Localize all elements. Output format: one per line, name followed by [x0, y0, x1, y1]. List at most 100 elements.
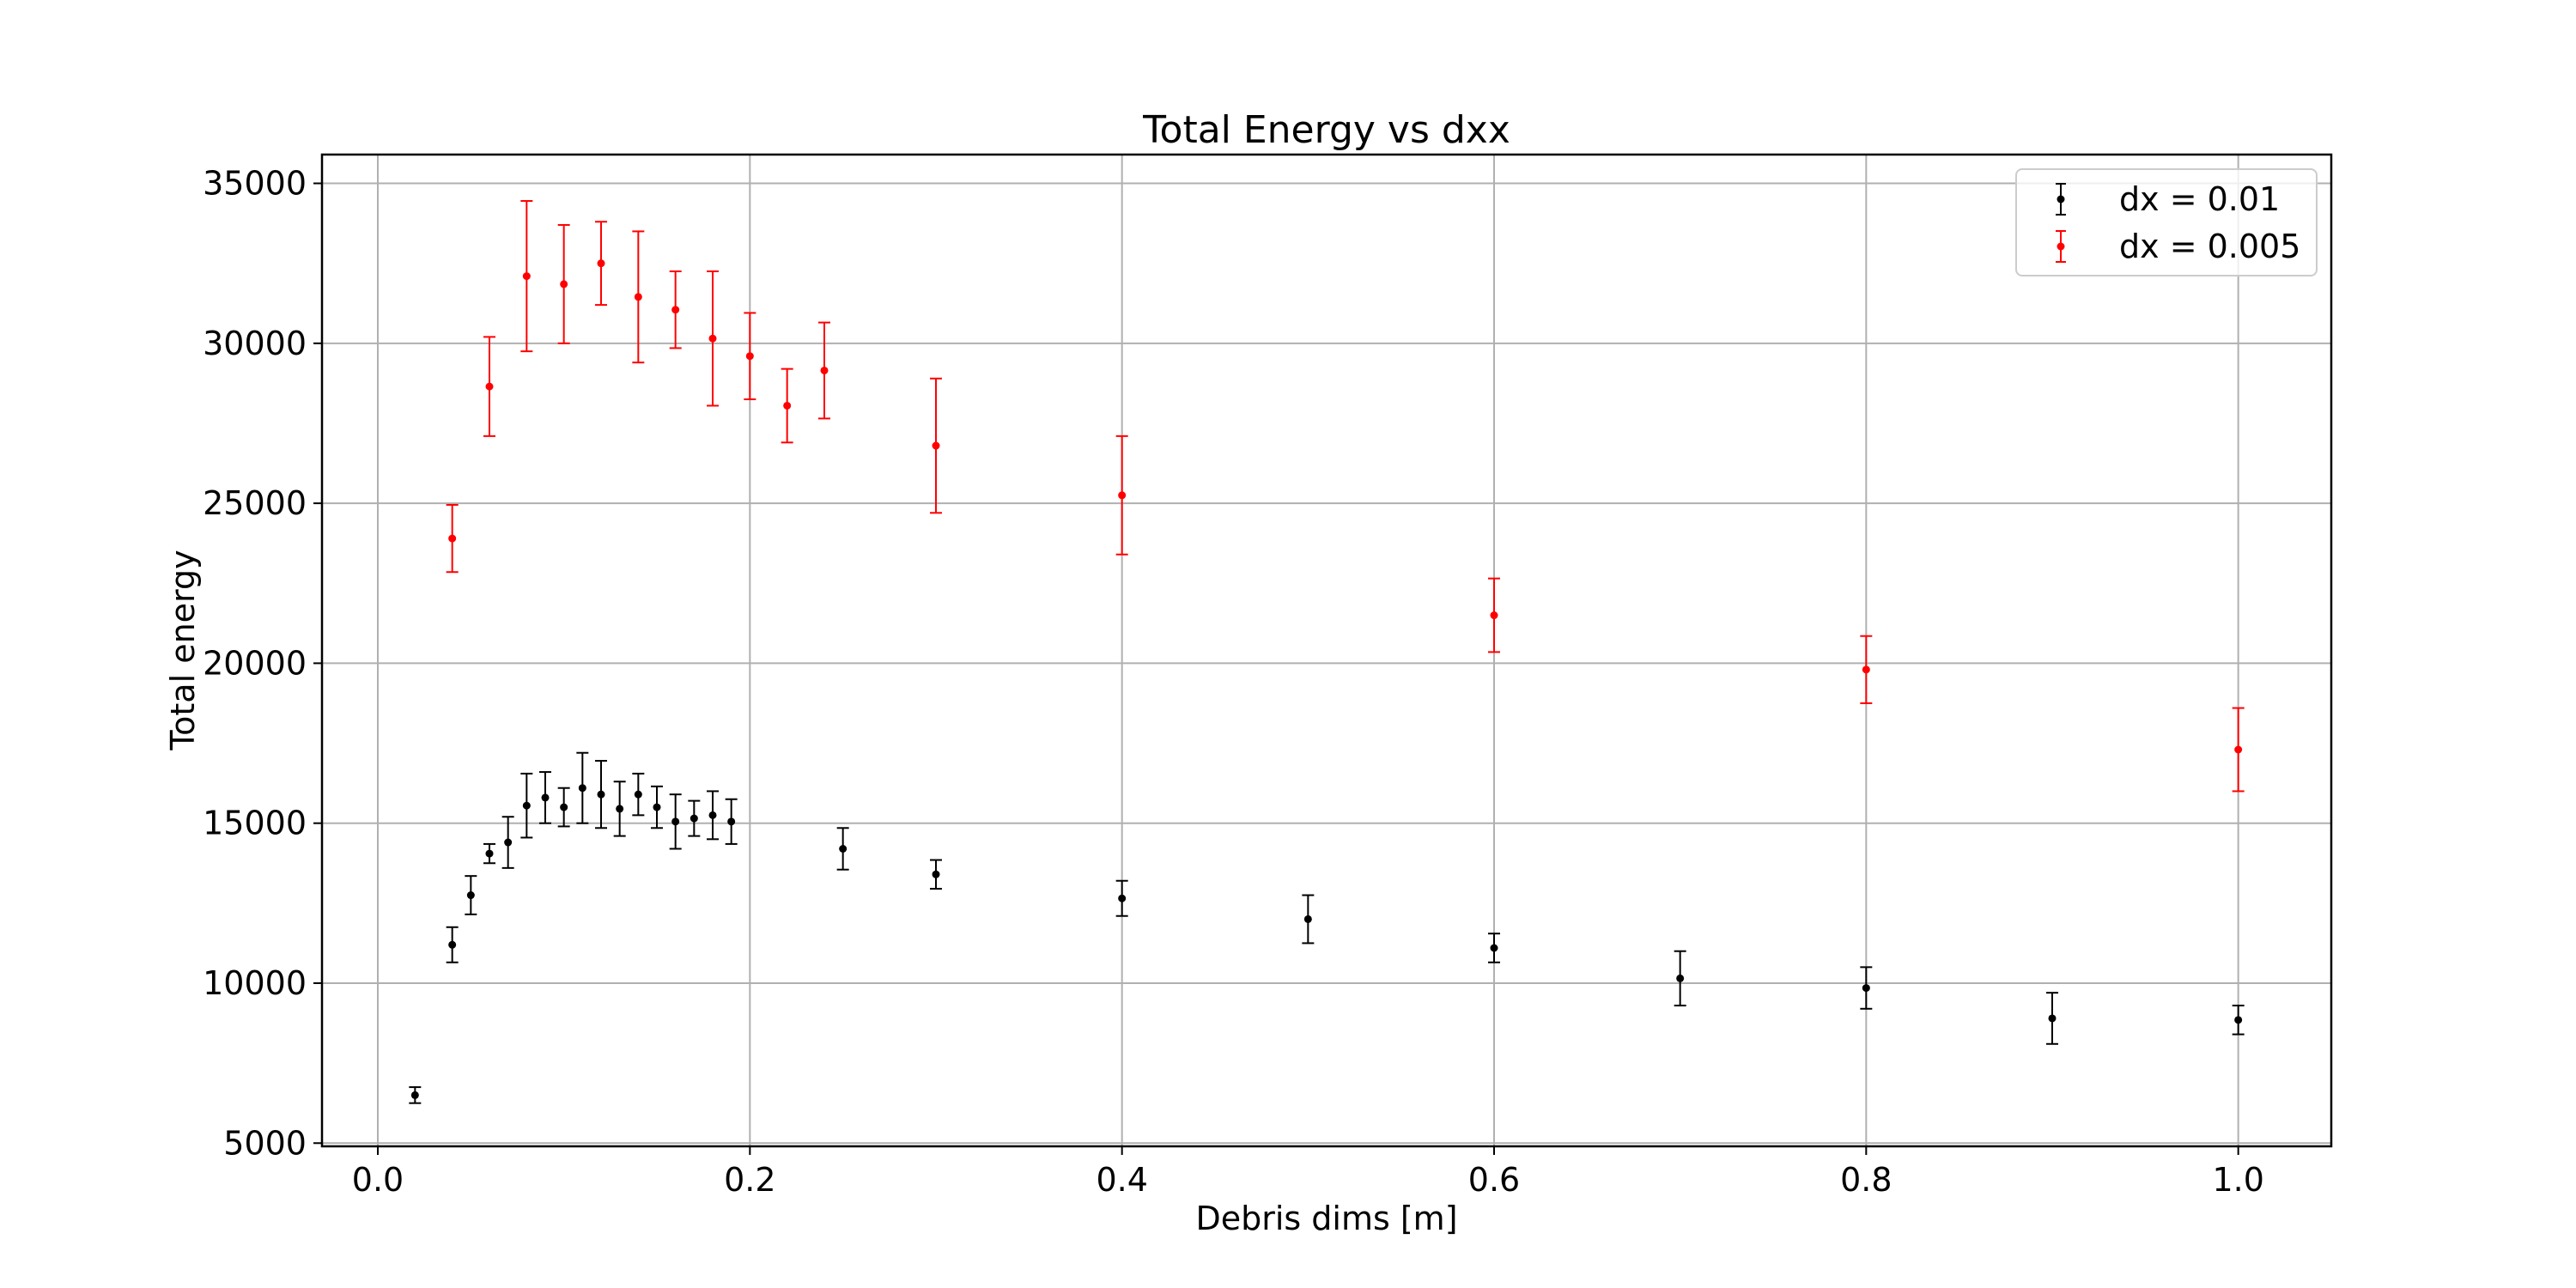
data-point — [446, 926, 459, 963]
plot-area — [322, 155, 2331, 1146]
x-tick-label: 0.6 — [1468, 1161, 1520, 1199]
data-point — [930, 377, 942, 514]
data-point — [595, 221, 607, 307]
data-marker — [485, 849, 494, 858]
data-point — [409, 1086, 422, 1104]
data-marker — [634, 293, 642, 301]
data-point — [1115, 879, 1128, 917]
data-marker — [634, 790, 642, 799]
legend-box — [2015, 168, 2318, 276]
data-point — [1674, 950, 1686, 1007]
data-point — [707, 270, 719, 407]
x-tick-label: 0.8 — [1840, 1161, 1892, 1199]
data-point — [613, 781, 626, 837]
data-point — [2232, 707, 2245, 793]
data-point — [1860, 966, 1873, 1010]
data-marker — [932, 441, 940, 450]
series-2 — [446, 200, 2245, 793]
data-point — [539, 771, 551, 824]
data-marker — [410, 1091, 419, 1099]
x-axis: 0.0 0.2 0.4 0.6 0.8 1.0 — [352, 1146, 2264, 1199]
data-point — [836, 827, 849, 871]
data-point — [1302, 894, 1315, 945]
data-point — [1115, 434, 1128, 556]
x-tick-label: 0.4 — [1096, 1161, 1147, 1199]
data-marker — [522, 272, 531, 281]
y-axis-label: Total energy — [164, 550, 202, 750]
series-1 — [409, 751, 2245, 1104]
data-marker — [2234, 745, 2243, 754]
legend-label: dx = 0.005 — [2119, 228, 2300, 265]
legend-marker — [2057, 242, 2065, 251]
data-marker — [708, 811, 717, 819]
data-marker — [485, 382, 494, 391]
data-point — [632, 230, 645, 364]
data-marker — [616, 805, 624, 813]
y-tick-label: 20000 — [203, 644, 307, 682]
legend-label: dx = 0.01 — [2119, 180, 2280, 218]
data-point — [2046, 992, 2058, 1045]
series-layer — [409, 200, 2245, 1104]
data-marker — [2234, 1016, 2243, 1024]
data-marker — [560, 803, 568, 811]
data-marker — [671, 306, 680, 314]
x-axis-label: Debris dims [m] — [1195, 1200, 1457, 1237]
data-point — [557, 223, 570, 344]
data-marker — [653, 803, 661, 811]
data-marker — [504, 838, 513, 847]
data-point — [483, 336, 495, 437]
y-tick-label: 25000 — [203, 484, 307, 522]
data-point — [818, 321, 830, 420]
data-marker — [1490, 944, 1498, 952]
data-point — [520, 200, 533, 353]
data-marker — [783, 401, 792, 410]
data-marker — [745, 352, 754, 361]
data-marker — [466, 891, 475, 900]
data-point — [781, 368, 793, 444]
data-point — [725, 798, 738, 845]
data-marker — [448, 940, 457, 949]
data-point — [1860, 635, 1873, 704]
data-point — [707, 790, 719, 841]
legend: dx = 0.01 dx = 0.005 — [2015, 168, 2318, 276]
data-point — [520, 772, 533, 839]
y-tick-label: 30000 — [203, 325, 307, 362]
legend-entry-2: dx = 0.005 — [2056, 228, 2300, 265]
data-marker — [560, 280, 568, 289]
data-point — [1488, 933, 1500, 963]
data-marker — [690, 814, 698, 823]
plot-frame — [320, 153, 2333, 1148]
data-point — [595, 760, 607, 829]
data-point — [465, 875, 477, 915]
data-marker — [597, 790, 605, 799]
y-tick-label: 35000 — [203, 165, 307, 203]
data-point — [446, 503, 459, 574]
data-point — [483, 842, 495, 865]
chart-title: Total Energy vs dxx — [1142, 108, 1510, 152]
data-point — [930, 859, 942, 890]
data-point — [651, 785, 663, 829]
data-point — [744, 312, 756, 401]
x-tick-label: 0.2 — [724, 1161, 775, 1199]
data-marker — [597, 259, 605, 268]
data-point — [1488, 577, 1500, 653]
x-tick-label: 0.0 — [352, 1161, 404, 1199]
x-tick-label: 1.0 — [2212, 1161, 2263, 1199]
data-marker — [1490, 611, 1498, 620]
y-tick-label: 5000 — [223, 1124, 307, 1162]
y-axis: 5000 10000 15000 20000 25000 30000 35000 — [203, 165, 322, 1162]
data-marker — [839, 845, 848, 853]
data-point — [501, 816, 514, 869]
data-marker — [932, 870, 940, 878]
legend-entry-1: dx = 0.01 — [2056, 180, 2280, 218]
data-marker — [708, 334, 717, 343]
data-marker — [2048, 1014, 2057, 1023]
data-marker — [1676, 974, 1685, 982]
data-point — [669, 270, 682, 349]
data-point — [688, 799, 701, 837]
y-tick-label: 10000 — [203, 964, 307, 1002]
data-point — [557, 787, 570, 828]
data-marker — [522, 801, 531, 810]
y-tick-label: 15000 — [203, 805, 307, 842]
